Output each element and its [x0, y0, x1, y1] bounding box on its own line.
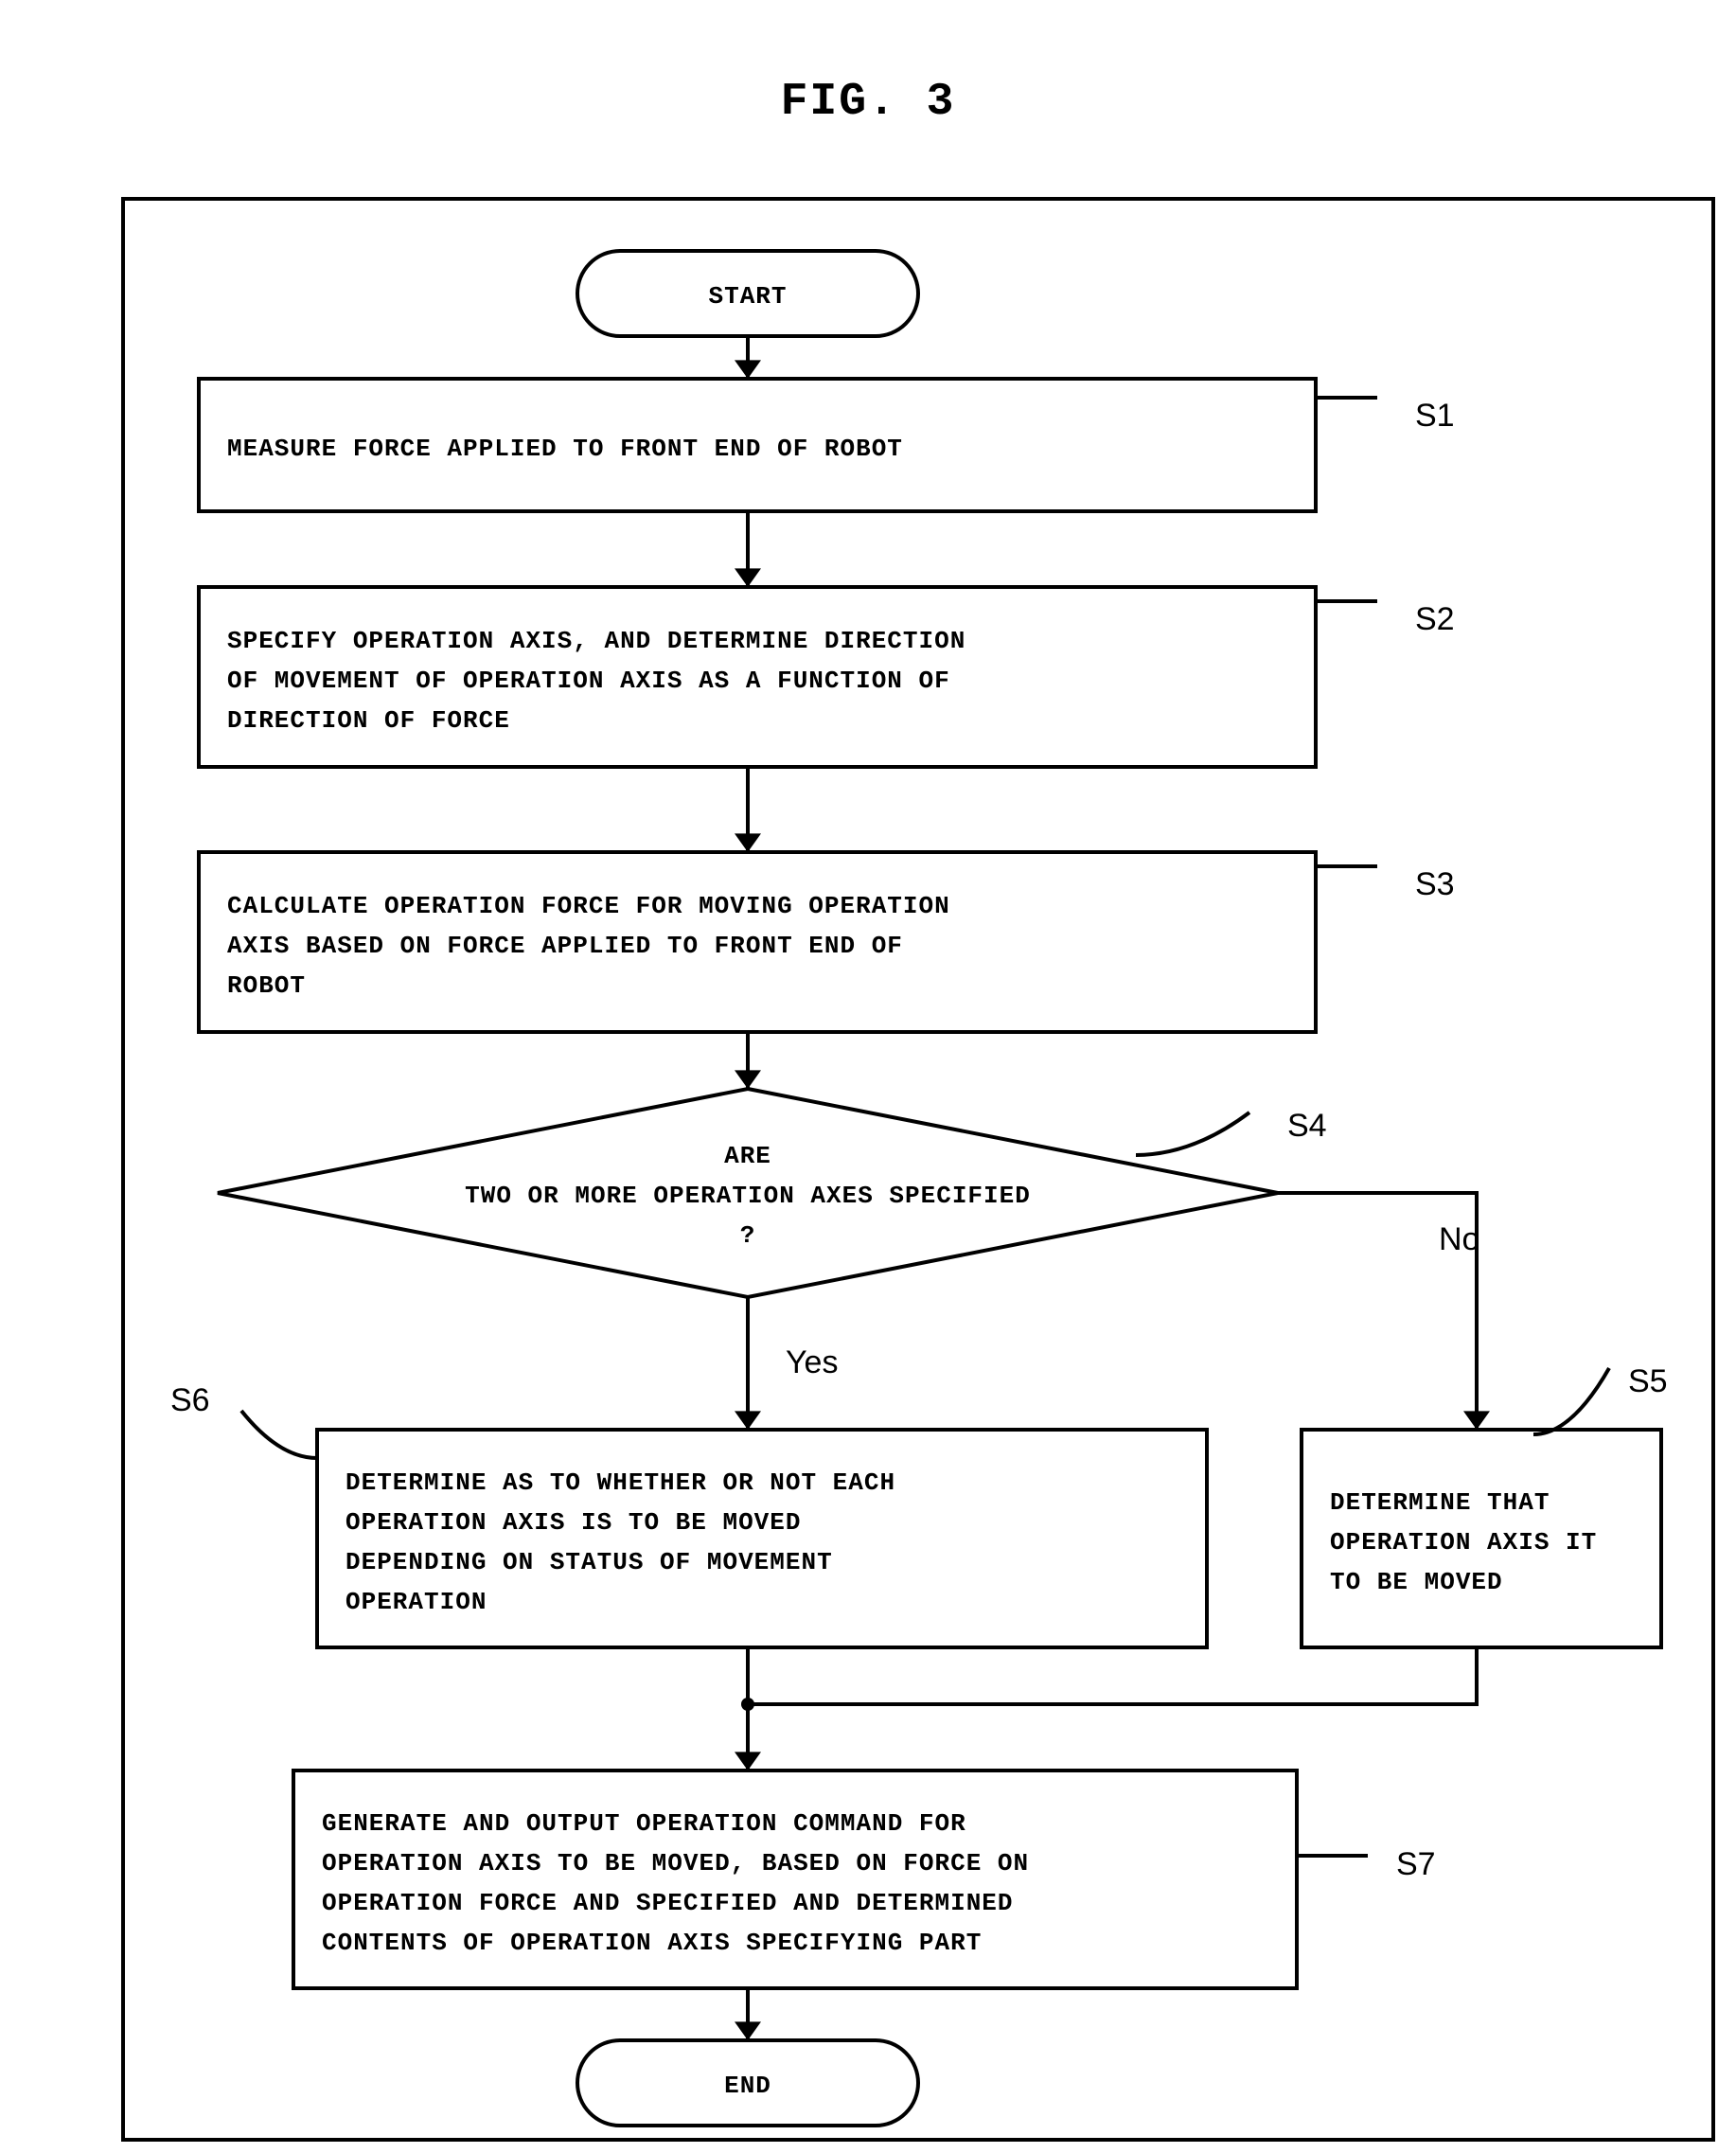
s2-line-2: DIRECTION OF FORCE: [227, 706, 510, 735]
s7-line-1: OPERATION AXIS TO BE MOVED, BASED ON FOR…: [322, 1849, 1029, 1877]
step-label-s4: S4: [1287, 1108, 1327, 1144]
s4-line-1: TWO OR MORE OPERATION AXES SPECIFIED: [465, 1182, 1031, 1210]
node-s7: GENERATE AND OUTPUT OPERATION COMMAND FO…: [293, 1770, 1297, 1988]
s7-line-0: GENERATE AND OUTPUT OPERATION COMMAND FO…: [322, 1809, 966, 1838]
s7-line-2: OPERATION FORCE AND SPECIFIED AND DETERM…: [322, 1889, 1014, 1917]
callouts-layer: S1 S2 S3 S4 S5 S6 S7: [170, 398, 1668, 1882]
step-label-s1: S1: [1415, 398, 1455, 434]
flowchart-figure: FIG. 3 Yes No START MEASURE FORCE APPLIED …: [0, 0, 1736, 2153]
s5-line-2: TO BE MOVED: [1330, 1568, 1503, 1596]
step-label-s2: S2: [1415, 601, 1455, 637]
figure-title: FIG. 3: [781, 77, 956, 128]
step-label-s6: S6: [170, 1382, 210, 1418]
s6-line-2: DEPENDING ON STATUS OF MOVEMENT: [345, 1548, 833, 1576]
node-end: END: [577, 2040, 918, 2126]
step-label-s5: S5: [1628, 1363, 1668, 1399]
node-s1: MEASURE FORCE APPLIED TO FRONT END OF RO…: [199, 379, 1316, 511]
node-s3: CALCULATE OPERATION FORCE FOR MOVING OPE…: [199, 852, 1316, 1032]
start-text: START: [708, 282, 787, 311]
node-s6: DETERMINE AS TO WHETHER OR NOT EACH OPERA…: [317, 1430, 1207, 1647]
s2-line-0: SPECIFY OPERATION AXIS, AND DETERMINE DI…: [227, 627, 965, 655]
node-start: START: [577, 251, 918, 336]
end-text: END: [724, 2072, 771, 2100]
s3-line-0: CALCULATE OPERATION FORCE FOR MOVING OPE…: [227, 892, 950, 920]
s6-line-3: OPERATION: [345, 1588, 487, 1616]
s7-line-3: CONTENTS OF OPERATION AXIS SPECIFYING PA…: [322, 1929, 982, 1957]
s4-line-0: ARE: [724, 1142, 771, 1170]
s4-line-2: ?: [740, 1221, 756, 1250]
callout-s1: S1: [1316, 398, 1455, 434]
node-s5: DETERMINE THAT OPERATION AXIS IT TO BE MOV…: [1302, 1430, 1661, 1647]
branch-label-yes: Yes: [786, 1344, 838, 1380]
callout-s2: S2: [1316, 601, 1455, 637]
callout-s7: S7: [1297, 1846, 1436, 1882]
s6-line-0: DETERMINE AS TO WHETHER OR NOT EACH: [345, 1468, 895, 1497]
s6-line-1: OPERATION AXIS IS TO BE MOVED: [345, 1508, 801, 1537]
s5-line-1: OPERATION AXIS IT: [1330, 1528, 1597, 1557]
branch-label-no: No: [1439, 1221, 1479, 1257]
callout-s4: S4: [1136, 1108, 1327, 1155]
s1-line-0: MEASURE FORCE APPLIED TO FRONT END OF RO…: [227, 435, 903, 463]
s3-line-2: ROBOT: [227, 971, 306, 1000]
step-label-s7: S7: [1396, 1846, 1436, 1882]
s2-line-1: OF MOVEMENT OF OPERATION AXIS AS A FUNCT…: [227, 667, 950, 695]
callout-s6: S6: [170, 1382, 317, 1458]
callout-s3: S3: [1316, 866, 1455, 902]
nodes-layer: START MEASURE FORCE APPLIED TO FRONT END …: [199, 251, 1661, 2126]
node-s2: SPECIFY OPERATION AXIS, AND DETERMINE DI…: [199, 587, 1316, 767]
node-s4: ARE TWO OR MORE OPERATION AXES SPECIFIED?: [218, 1089, 1278, 1297]
s3-line-1: AXIS BASED ON FORCE APPLIED TO FRONT END…: [227, 932, 903, 960]
step-label-s3: S3: [1415, 866, 1455, 902]
s5-line-0: DETERMINE THAT: [1330, 1488, 1550, 1517]
callout-s5: S5: [1533, 1363, 1668, 1434]
